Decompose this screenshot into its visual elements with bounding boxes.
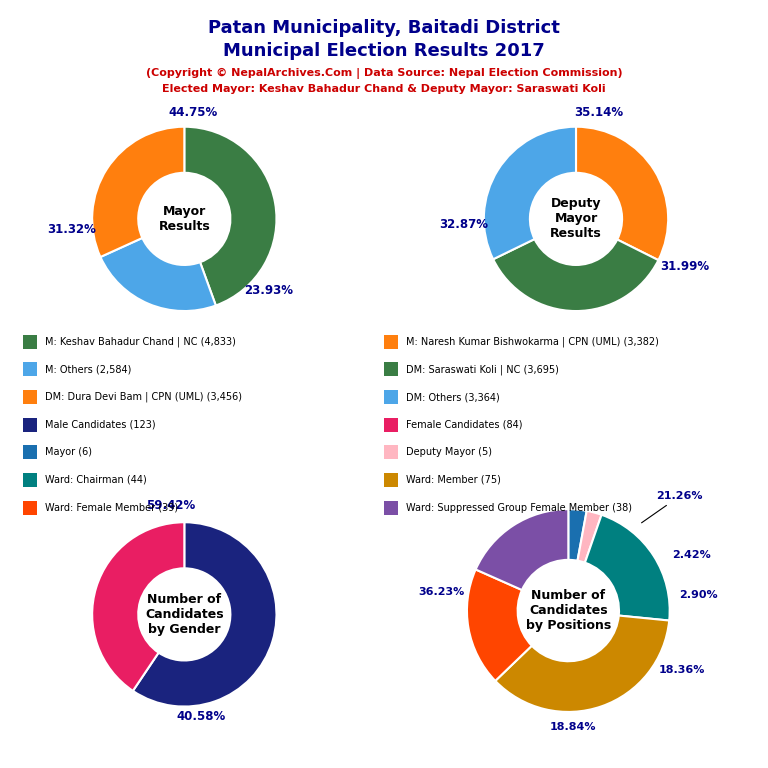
Text: Female Candidates (84): Female Candidates (84) bbox=[406, 419, 522, 430]
Wedge shape bbox=[493, 239, 658, 311]
Text: 2.90%: 2.90% bbox=[679, 591, 717, 601]
Text: 21.26%: 21.26% bbox=[641, 491, 703, 523]
Text: Ward: Member (75): Ward: Member (75) bbox=[406, 475, 501, 485]
Text: Ward: Suppressed Group Female Member (38): Ward: Suppressed Group Female Member (38… bbox=[406, 502, 631, 513]
Text: Deputy Mayor (5): Deputy Mayor (5) bbox=[406, 447, 492, 458]
Text: 31.32%: 31.32% bbox=[48, 223, 96, 236]
Text: Municipal Election Results 2017: Municipal Election Results 2017 bbox=[223, 42, 545, 60]
Text: DM: Others (3,364): DM: Others (3,364) bbox=[406, 392, 499, 402]
Text: 31.99%: 31.99% bbox=[660, 260, 710, 273]
Text: Number of
Candidates
by Positions: Number of Candidates by Positions bbox=[525, 589, 611, 632]
Text: Male Candidates (123): Male Candidates (123) bbox=[45, 419, 155, 430]
Wedge shape bbox=[576, 127, 668, 260]
Text: (Copyright © NepalArchives.Com | Data Source: Nepal Election Commission): (Copyright © NepalArchives.Com | Data So… bbox=[146, 68, 622, 78]
Text: 32.87%: 32.87% bbox=[439, 218, 488, 231]
Text: 18.36%: 18.36% bbox=[659, 665, 705, 675]
Wedge shape bbox=[475, 509, 568, 590]
Text: 44.75%: 44.75% bbox=[169, 106, 218, 119]
Text: Patan Municipality, Baitadi District: Patan Municipality, Baitadi District bbox=[208, 19, 560, 37]
Wedge shape bbox=[92, 522, 184, 691]
Text: Ward: Chairman (44): Ward: Chairman (44) bbox=[45, 475, 146, 485]
Text: Ward: Female Member (39): Ward: Female Member (39) bbox=[45, 502, 177, 513]
Wedge shape bbox=[92, 127, 184, 257]
Wedge shape bbox=[495, 616, 669, 712]
Text: M: Others (2,584): M: Others (2,584) bbox=[45, 364, 131, 375]
Wedge shape bbox=[133, 522, 276, 707]
Wedge shape bbox=[467, 569, 531, 681]
Text: Mayor
Results: Mayor Results bbox=[158, 205, 210, 233]
Wedge shape bbox=[585, 515, 670, 621]
Wedge shape bbox=[184, 127, 276, 306]
Text: 18.84%: 18.84% bbox=[550, 722, 597, 732]
Text: 40.58%: 40.58% bbox=[177, 710, 226, 723]
Wedge shape bbox=[568, 509, 587, 561]
Text: DM: Saraswati Koli | NC (3,695): DM: Saraswati Koli | NC (3,695) bbox=[406, 364, 558, 375]
Text: M: Keshav Bahadur Chand | NC (4,833): M: Keshav Bahadur Chand | NC (4,833) bbox=[45, 336, 236, 347]
Text: 36.23%: 36.23% bbox=[419, 588, 465, 598]
Text: Deputy
Mayor
Results: Deputy Mayor Results bbox=[550, 197, 602, 240]
Text: Mayor (6): Mayor (6) bbox=[45, 447, 91, 458]
Text: Number of
Candidates
by Gender: Number of Candidates by Gender bbox=[145, 593, 223, 636]
Wedge shape bbox=[484, 127, 576, 260]
Text: DM: Dura Devi Bam | CPN (UML) (3,456): DM: Dura Devi Bam | CPN (UML) (3,456) bbox=[45, 392, 242, 402]
Text: 35.14%: 35.14% bbox=[574, 106, 624, 119]
Text: M: Naresh Kumar Bishwokarma | CPN (UML) (3,382): M: Naresh Kumar Bishwokarma | CPN (UML) … bbox=[406, 336, 658, 347]
Text: 23.93%: 23.93% bbox=[244, 284, 293, 297]
Wedge shape bbox=[101, 238, 216, 311]
Text: 2.42%: 2.42% bbox=[673, 550, 711, 560]
Text: Elected Mayor: Keshav Bahadur Chand & Deputy Mayor: Saraswati Koli: Elected Mayor: Keshav Bahadur Chand & De… bbox=[162, 84, 606, 94]
Wedge shape bbox=[578, 511, 601, 563]
Text: 59.42%: 59.42% bbox=[146, 499, 195, 512]
